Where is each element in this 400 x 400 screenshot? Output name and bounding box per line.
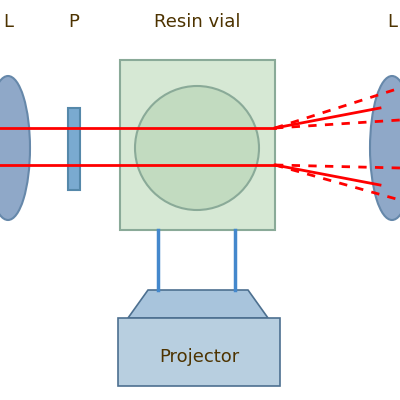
Circle shape bbox=[135, 86, 259, 210]
Text: L: L bbox=[3, 13, 13, 31]
Text: P: P bbox=[68, 13, 80, 31]
Text: L: L bbox=[387, 13, 397, 31]
Bar bbox=[118, 318, 280, 386]
Polygon shape bbox=[128, 290, 268, 318]
Text: Projector: Projector bbox=[159, 348, 239, 366]
Ellipse shape bbox=[0, 76, 30, 220]
Ellipse shape bbox=[370, 76, 400, 220]
Bar bbox=[68, 108, 80, 190]
Text: Resin vial: Resin vial bbox=[154, 13, 240, 31]
Bar bbox=[120, 60, 275, 230]
